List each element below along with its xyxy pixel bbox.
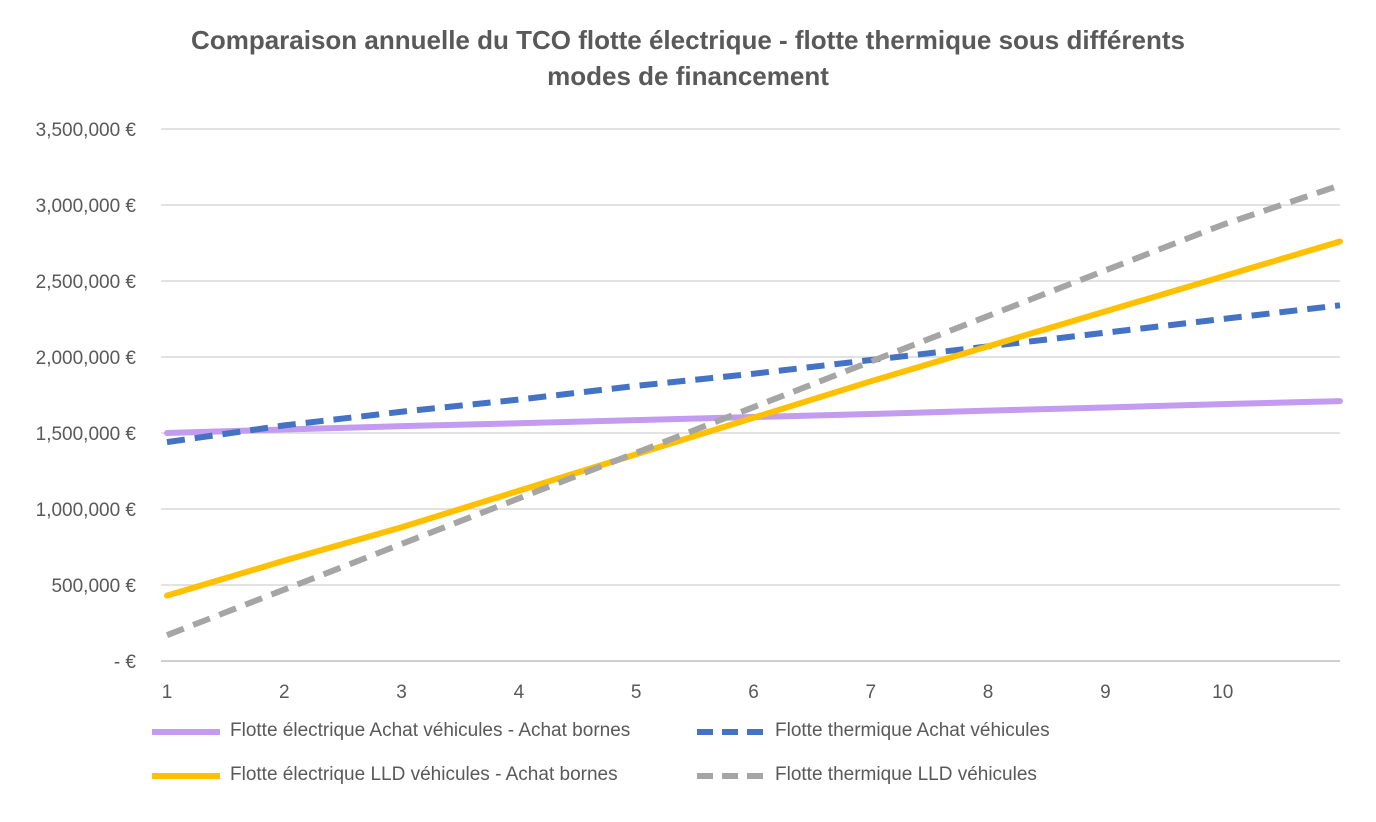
legend-item: Flotte thermique Achat véhicules <box>695 720 1050 742</box>
x-tick-label: 4 <box>514 682 525 703</box>
legend-label: Flotte électrique LLD véhicules - Achat … <box>230 764 618 785</box>
y-tick-label: 3,500,000 € <box>36 120 137 141</box>
y-tick-label: 1,500,000 € <box>36 424 137 445</box>
y-tick-label: 1,000,000 € <box>36 500 137 521</box>
chart-title-line-2: modes de financement <box>547 61 829 91</box>
series-line-3 <box>164 238 1343 599</box>
x-tick-label: 1 <box>162 682 173 703</box>
legend-swatch <box>152 729 220 735</box>
x-tick-label: 5 <box>631 682 642 703</box>
y-tick-label: - € <box>114 652 137 673</box>
x-tick-label: 8 <box>983 682 994 703</box>
series-line-4 <box>165 182 1341 638</box>
y-tick-label: 500,000 € <box>51 576 136 597</box>
x-tick-label: 3 <box>396 682 407 703</box>
legend-label: Flotte thermique Achat véhicules <box>775 720 1050 741</box>
chart-title: Comparaison annuelle du TCO flotte élect… <box>0 22 1376 94</box>
legend-swatch <box>697 729 765 735</box>
x-tick-label: 9 <box>1100 682 1111 703</box>
x-tick-label: 6 <box>748 682 759 703</box>
x-tick-label: 7 <box>866 682 877 703</box>
legend-swatch <box>152 773 220 779</box>
series-line-2 <box>166 302 1341 446</box>
legend-item: Flotte électrique LLD véhicules - Achat … <box>150 764 618 786</box>
y-tick-label: 2,000,000 € <box>36 348 137 369</box>
legend-item: Flotte électrique Achat véhicules - Acha… <box>150 720 630 742</box>
y-tick-label: 3,000,000 € <box>36 196 137 217</box>
x-tick-label: 10 <box>1212 682 1233 703</box>
legend-label: Flotte électrique Achat véhicules - Acha… <box>230 720 631 741</box>
legend-swatch <box>697 773 765 779</box>
legend-label: Flotte thermique LLD véhicules <box>775 764 1037 785</box>
x-tick-label: 2 <box>279 682 290 703</box>
y-tick-label: 2,500,000 € <box>36 272 137 293</box>
legend-item: Flotte thermique LLD véhicules <box>695 764 1037 786</box>
chart-title-line-1: Comparaison annuelle du TCO flotte élect… <box>191 25 1185 55</box>
